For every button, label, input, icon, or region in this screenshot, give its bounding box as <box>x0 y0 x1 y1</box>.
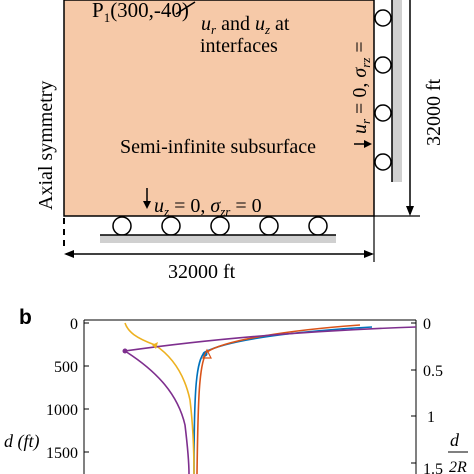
point-p1-arrow <box>175 1 196 15</box>
panel-a: P1(300,-40) ur and uz at interfaces Semi… <box>35 0 445 283</box>
right-tick-labels: 0 0.5 1 1.5 <box>423 316 443 474</box>
y-left-axis-label: d (ft) <box>4 431 40 452</box>
interface-condition-line1: ur and uz at <box>201 13 290 37</box>
left-ticks <box>84 322 416 464</box>
right-tick-label: 1.5 <box>423 461 443 474</box>
panel-b: b 0 500 1000 1500 0 0.5 1 1.5 <box>4 306 468 474</box>
right-tick-label: 0.5 <box>423 363 443 380</box>
subsurface-domain <box>63 0 375 217</box>
bottom-support <box>100 235 336 243</box>
right-condition-text: ur = 0, σrz = <box>349 41 373 134</box>
y-right-label-denominator: 2R <box>449 459 467 474</box>
region-label: Semi-infinite subsurface <box>120 136 316 158</box>
right-tick-label: 1 <box>427 409 435 426</box>
left-tick-labels: 0 500 1000 1500 <box>46 316 78 462</box>
interface-condition-line2: interfaces <box>200 35 278 57</box>
bottom-dim-label: 32000 ft <box>168 261 236 283</box>
left-tick-label: 1000 <box>46 402 78 419</box>
bottom-condition-arrowhead <box>143 201 151 209</box>
right-dim-arrow-bottom <box>406 206 414 216</box>
left-tick-label: 1500 <box>46 445 78 462</box>
right-support <box>392 0 402 182</box>
right-condition-arrowhead <box>364 140 372 148</box>
series-curve-purple <box>122 326 417 474</box>
axial-symmetry-label: Axial symmetry <box>35 81 57 210</box>
right-tick-label: 0 <box>423 316 431 333</box>
left-tick-label: 0 <box>70 316 78 333</box>
series-marker-orange <box>202 348 212 359</box>
bottom-dim-arrow-right <box>364 250 374 258</box>
series-marker-purple <box>122 348 128 354</box>
bottom-rollers <box>112 216 328 236</box>
bottom-dim-arrow-left <box>64 250 74 258</box>
y-right-label-numerator: d <box>450 430 460 450</box>
series-curve-blue <box>193 326 373 474</box>
series-curve-yellow <box>124 322 195 474</box>
series-curve-orange <box>196 324 361 474</box>
series-marker-yellow <box>152 342 158 349</box>
panel-letter-b: b <box>19 306 32 329</box>
right-dim-label: 32000 ft <box>423 78 445 146</box>
bottom-condition-text: uz = 0, σzr = 0 <box>154 195 262 219</box>
right-rollers <box>374 9 392 171</box>
point-p1-label: P1(300,-40) <box>92 0 189 25</box>
left-tick-label: 500 <box>54 359 78 376</box>
